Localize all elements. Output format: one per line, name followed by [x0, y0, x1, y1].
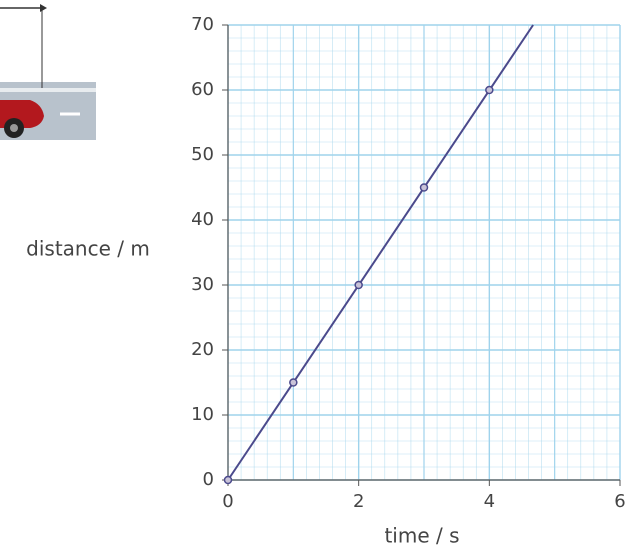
- y-axis-label: distance / m: [26, 237, 150, 261]
- data-point: [485, 85, 494, 95]
- data-point: [354, 280, 363, 290]
- data-point: [223, 475, 233, 485]
- y-tick-label: 40: [191, 209, 214, 230]
- grid: [227, 24, 621, 481]
- road-edge: [0, 88, 96, 92]
- x-tick-label: 6: [614, 491, 625, 512]
- y-tick-label: 30: [191, 274, 214, 295]
- y-tick-label: 10: [191, 404, 214, 425]
- data-point: [419, 183, 429, 192]
- y-tick-label: 60: [191, 79, 214, 100]
- x-tick-label: 0: [222, 491, 233, 512]
- car-illustration: [0, 4, 96, 140]
- y-tick-label: 70: [191, 14, 214, 35]
- y-tick-label: 50: [191, 144, 214, 165]
- y-tick-label: 20: [191, 339, 214, 360]
- x-tick-label: 2: [353, 491, 364, 512]
- arrow-head: [40, 4, 47, 12]
- x-tick-label: 4: [484, 491, 495, 512]
- data-line: [227, 24, 534, 481]
- x-axis-label: time / s: [384, 524, 459, 548]
- car-hub: [10, 124, 18, 132]
- data-point: [289, 378, 298, 387]
- y-tick-label: 0: [203, 469, 214, 490]
